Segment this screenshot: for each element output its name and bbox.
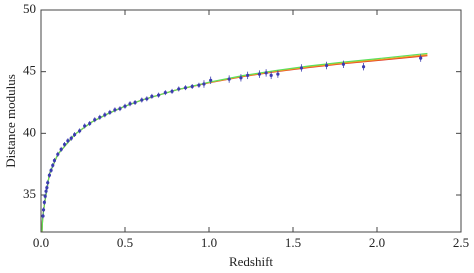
y-tick-label: 40 [23, 124, 36, 139]
data-point [98, 115, 102, 119]
fit-curve [41, 55, 428, 232]
data-point [45, 186, 49, 190]
data-point [419, 56, 423, 60]
data-point [163, 91, 167, 95]
data-point [83, 124, 87, 128]
data-point [276, 72, 280, 76]
data-point [43, 194, 47, 198]
data-point [145, 97, 149, 101]
data-point [128, 102, 132, 106]
data-point [108, 110, 112, 114]
data-point [59, 147, 63, 151]
x-tick-label: 2.0 [369, 235, 385, 250]
data-point [361, 65, 366, 69]
data-point [341, 62, 345, 66]
data-point [56, 152, 60, 156]
y-tick-label: 35 [23, 186, 36, 201]
data-point [66, 139, 70, 143]
plot-frame [40, 9, 462, 233]
data-point [49, 168, 53, 172]
data-point [264, 71, 268, 75]
data-point [42, 200, 46, 204]
data-point [41, 214, 45, 218]
data-point [78, 129, 82, 133]
y-tick-label: 50 [23, 1, 36, 16]
data-point [197, 83, 201, 87]
y-tick-label: 45 [23, 63, 36, 78]
data-point [257, 72, 261, 76]
data-point [209, 78, 213, 82]
fit-curve [41, 54, 428, 232]
data-point [246, 73, 250, 77]
data-point [183, 86, 188, 90]
data-point [73, 132, 77, 137]
x-axis-label: Redshift [229, 254, 273, 269]
data-point [202, 82, 206, 86]
data-point [123, 104, 127, 108]
data-point [190, 84, 194, 89]
data-point [62, 142, 67, 147]
data-point [157, 93, 161, 97]
data-point [325, 63, 329, 68]
data-point [177, 87, 181, 91]
data-point [227, 77, 231, 81]
data-point [44, 189, 48, 193]
data-point [51, 163, 55, 167]
y-axis-label: Distance modulus [3, 74, 18, 168]
data-point [41, 208, 46, 212]
data-point [52, 158, 57, 163]
data-point [239, 76, 243, 80]
data-point [113, 108, 117, 112]
data-point [118, 107, 122, 111]
data-point [46, 181, 50, 185]
x-tick-label: 2.5 [453, 235, 469, 250]
fit-curve [41, 52, 428, 232]
data-point [47, 173, 52, 177]
data-point [88, 121, 92, 126]
data-point [133, 100, 137, 105]
data-point [93, 118, 97, 122]
data-point [140, 98, 144, 102]
data-point [170, 89, 174, 93]
x-tick-label: 1.0 [201, 235, 217, 250]
x-tick-label: 0.0 [33, 235, 49, 250]
x-tick-label: 0.5 [117, 235, 133, 250]
data-point [299, 66, 303, 70]
data-point [150, 94, 154, 98]
data-point [69, 136, 73, 140]
data-point [269, 73, 273, 77]
data-point [103, 113, 107, 117]
x-tick-label: 1.5 [285, 235, 301, 250]
